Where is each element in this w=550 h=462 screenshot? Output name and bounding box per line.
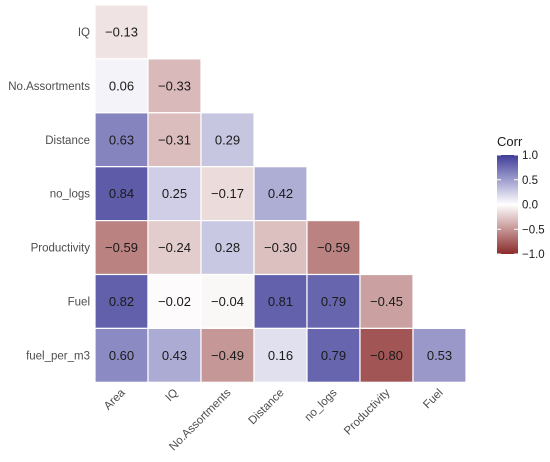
heatmap-cell [200, 112, 255, 168]
cell-value: −0.59 [105, 240, 138, 255]
x-tick-label: no_logs [303, 387, 340, 424]
legend-tick-label: 1.0 [522, 150, 538, 162]
heatmap-cell [412, 327, 467, 383]
cell-value: −0.13 [105, 24, 138, 39]
y-tick-label: fuel_per_m3 [26, 350, 90, 362]
cell-value-labels: −0.13 0.06 −0.33 0.63 −0.31 0.29 0.84 0.25 −0.17… [105, 24, 452, 362]
cell-value: −0.80 [370, 348, 403, 363]
heatmap-cell [94, 58, 149, 114]
legend: Corr 1.0 0.5 0.0 −0.5 −1.0 [497, 134, 545, 261]
cell-value: 0.29 [215, 132, 240, 147]
cell-value: 0.43 [162, 348, 187, 363]
heatmap-cell [94, 327, 149, 383]
legend-tick-label: −0.5 [522, 224, 545, 236]
cell-value: 0.28 [215, 240, 240, 255]
cell-value: 0.63 [109, 132, 134, 147]
heatmap-cell [359, 273, 414, 330]
heatmap-cells [94, 4, 467, 383]
heatmap-cell [253, 220, 308, 276]
cell-value: 0.79 [321, 348, 346, 363]
legend-ticks: 1.0 0.5 0.0 −0.5 −1.0 [497, 150, 545, 261]
heatmap-cell [147, 166, 202, 222]
x-tick-label: IQ [164, 387, 181, 404]
cell-value: −0.30 [264, 240, 297, 255]
legend-tick-label: 0.0 [522, 200, 538, 212]
heatmap-cell [200, 273, 255, 330]
legend-tick-label: 0.5 [522, 175, 538, 187]
heatmap-cell [94, 4, 149, 60]
legend-tick-label: −1.0 [522, 249, 545, 261]
cell-value: −0.04 [211, 294, 244, 309]
heatmap-cell [253, 273, 308, 330]
x-tick-label: Productivity [342, 387, 393, 438]
cell-value: 0.42 [268, 186, 293, 201]
cell-value: −0.02 [158, 294, 191, 309]
cell-value: 0.25 [162, 186, 187, 201]
cell-value: −0.17 [211, 186, 244, 201]
legend-colorbar [497, 155, 518, 254]
x-tick-label: Area [102, 387, 128, 413]
heatmap-cell [359, 327, 414, 383]
heatmap-cell [147, 273, 202, 330]
y-tick-label: Distance [45, 135, 90, 147]
legend-title: Corr [497, 134, 523, 149]
cell-value: 0.16 [268, 348, 293, 363]
y-tick-label: no_logs [50, 189, 91, 201]
cell-value: −0.31 [158, 132, 191, 147]
heatmap-cell [94, 273, 149, 330]
x-tick-label: Distance [246, 387, 286, 427]
y-tick-label: IQ [78, 27, 90, 39]
cell-value: 0.53 [427, 348, 452, 363]
cell-value: −0.45 [370, 294, 403, 309]
x-tick-label: Fuel [421, 387, 445, 411]
heatmap-cell [306, 273, 361, 330]
cell-value: −0.49 [211, 348, 244, 363]
y-tick-label: No.Assortments [8, 81, 90, 93]
cell-value: −0.24 [158, 240, 191, 255]
cell-value: −0.33 [158, 78, 191, 93]
heatmap-cell [147, 327, 202, 383]
cell-value: 0.81 [268, 294, 293, 309]
cell-value: 0.84 [109, 186, 134, 201]
heatmap-cell [147, 220, 202, 276]
y-axis-labels: IQ No.Assortments Distance no_logs Productiv… [8, 27, 90, 362]
cell-value: 0.82 [109, 294, 134, 309]
cell-value: 0.79 [321, 294, 346, 309]
heatmap-cell [253, 166, 308, 222]
heatmap-cell [253, 327, 308, 383]
y-tick-label: Fuel [68, 296, 90, 308]
cell-value: −0.59 [317, 240, 350, 255]
cell-value: 0.60 [109, 348, 134, 363]
cell-value: 0.06 [109, 78, 134, 93]
y-tick-label: Productivity [31, 243, 91, 255]
